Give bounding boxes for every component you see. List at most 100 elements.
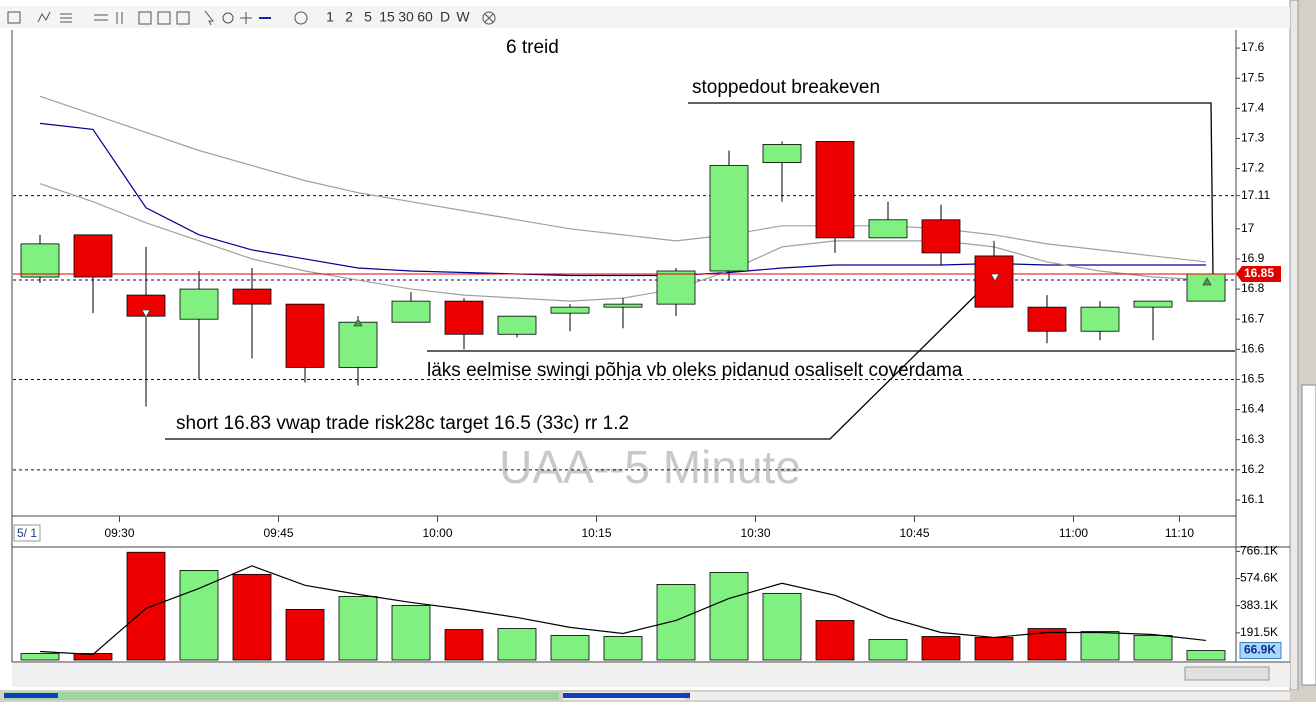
interval-button[interactable]: 5 xyxy=(364,9,372,25)
y-tick-label: 16.5 xyxy=(1241,372,1265,386)
trade-marker xyxy=(353,318,363,327)
interval-button[interactable]: 1 xyxy=(326,9,334,25)
tool-icon[interactable] xyxy=(37,11,51,23)
tool-icon[interactable] xyxy=(222,12,234,24)
candle-body xyxy=(73,234,113,278)
toolbar xyxy=(0,6,1290,28)
x-tick-label: 10:45 xyxy=(899,526,929,540)
interval-buttons: 1 2 5 15 30 60 D W xyxy=(326,9,470,25)
y-tick-label: 17.4 xyxy=(1241,100,1265,114)
annotation-line xyxy=(165,280,991,440)
date-label: 5/ 1 xyxy=(17,526,37,540)
scrollbar-thumb[interactable] xyxy=(1184,666,1270,681)
candle-body xyxy=(603,303,643,308)
volume-bar xyxy=(762,592,802,661)
tool-icon[interactable] xyxy=(7,11,21,24)
tool-icon[interactable] xyxy=(157,11,171,25)
volume-bar xyxy=(391,605,431,661)
x-tick-label: 11:00 xyxy=(1059,526,1088,540)
candle-body xyxy=(1080,306,1120,332)
candle-body xyxy=(709,165,749,272)
volume-bar xyxy=(20,653,60,661)
tool-icon[interactable] xyxy=(294,11,308,25)
y-tick-label: 16.2 xyxy=(1241,462,1265,476)
chart-title: UAA--5 Minute xyxy=(499,441,801,493)
interval-button[interactable]: 15 xyxy=(379,9,395,25)
candle-body xyxy=(338,321,378,368)
candle-body xyxy=(868,219,908,239)
y-tick-label: 17.11 xyxy=(1241,188,1270,202)
candle-body xyxy=(550,306,590,314)
trade-marker xyxy=(1202,277,1212,286)
tool-icon[interactable] xyxy=(94,14,108,21)
volume-average xyxy=(39,565,1207,656)
candle-body xyxy=(285,303,325,368)
y-tick-label: 16.4 xyxy=(1241,402,1265,416)
y-tick-label: 766.1K xyxy=(1240,544,1278,558)
tool-icon[interactable] xyxy=(60,13,72,23)
y-tick-label: 17.2 xyxy=(1241,161,1265,175)
status-progress xyxy=(690,692,1290,700)
annotation: stoppedout breakeven xyxy=(692,77,880,98)
annotation-lines xyxy=(165,102,1235,440)
volume-bar xyxy=(232,573,272,661)
volume-bar xyxy=(285,608,325,661)
side-window xyxy=(1301,384,1316,686)
y-tick-label: 17.5 xyxy=(1241,70,1265,84)
volume-bar xyxy=(1133,635,1173,661)
volume-bar xyxy=(1186,650,1226,661)
y-tick-label: 17.3 xyxy=(1241,131,1265,145)
scroll-area xyxy=(12,663,1290,687)
y-tick-label: 16.7 xyxy=(1241,311,1265,325)
volume-bar xyxy=(974,637,1014,661)
volume-bar xyxy=(179,570,219,661)
y-tick-label: 191.5K xyxy=(1240,625,1278,639)
tool-icon[interactable] xyxy=(138,11,152,25)
candle-body xyxy=(1186,273,1226,302)
tool-icon[interactable] xyxy=(204,10,215,26)
candle-body xyxy=(232,288,272,305)
status-progress xyxy=(4,692,559,700)
candle-body xyxy=(762,144,802,163)
annotation-line xyxy=(688,102,1214,278)
volume-bar xyxy=(815,620,855,661)
interval-button[interactable]: 30 xyxy=(398,9,414,25)
volume-label: 66.9K xyxy=(1244,643,1276,657)
tool-icon[interactable] xyxy=(116,12,123,24)
interval-button[interactable]: 2 xyxy=(345,9,353,25)
annotation: 6 treid xyxy=(506,37,559,58)
tool-icon[interactable] xyxy=(176,11,190,25)
candle-body xyxy=(179,288,219,320)
x-tick-label: 11:10 xyxy=(1165,526,1194,540)
annotation: läks eelmise swingi põhja vb oleks pidan… xyxy=(427,360,963,381)
volume-bar xyxy=(73,653,113,661)
last-price-label: 16.85 xyxy=(1244,266,1274,280)
status-progress xyxy=(4,693,58,698)
volume-bar xyxy=(868,639,908,661)
volume-bar xyxy=(126,551,166,661)
volume-bar xyxy=(497,628,537,661)
y-tick-label: 17 xyxy=(1241,221,1255,235)
interval-button[interactable]: 60 xyxy=(417,9,433,25)
candle-body xyxy=(497,315,537,335)
border-right xyxy=(1289,0,1299,691)
volume-bar xyxy=(550,635,590,661)
interval-button[interactable]: W xyxy=(456,9,470,25)
trade-marker xyxy=(141,309,151,318)
tool-icon[interactable] xyxy=(482,11,496,25)
x-tick-label: 10:15 xyxy=(581,526,611,540)
y-tick-label: 16.1 xyxy=(1241,492,1265,506)
volume-bar xyxy=(1080,631,1120,661)
x-tick-label: 09:45 xyxy=(263,526,293,540)
tool-icon[interactable] xyxy=(240,12,252,24)
candle-body xyxy=(974,255,1014,308)
candle-body xyxy=(1133,300,1173,308)
y-tick-label: 574.6K xyxy=(1240,571,1278,585)
toolbar-icons xyxy=(7,10,496,26)
tool-icon[interactable] xyxy=(484,13,494,23)
interval-button[interactable]: D xyxy=(440,9,450,25)
overlay-line xyxy=(39,95,1207,263)
candle-body xyxy=(1027,306,1067,332)
